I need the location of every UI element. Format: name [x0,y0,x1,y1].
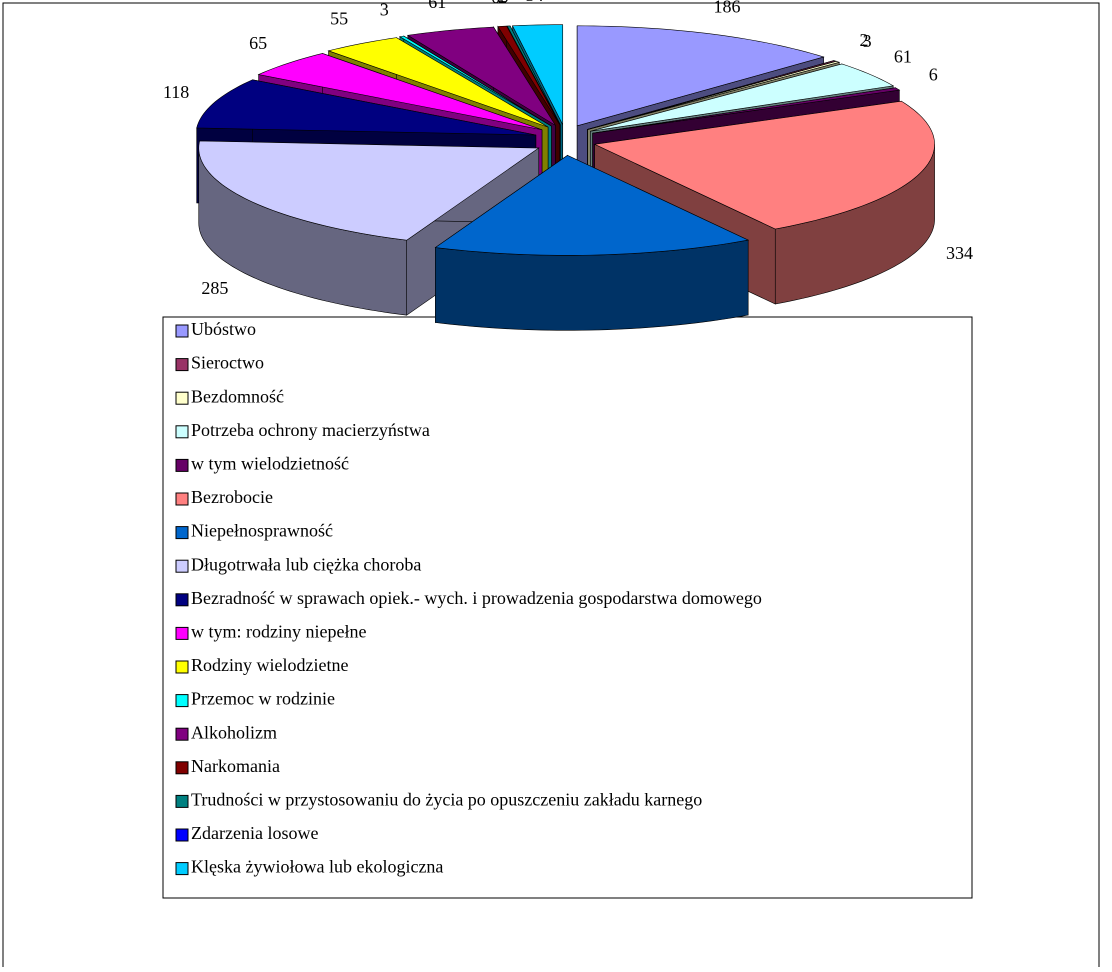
data-label: 0 [500,0,509,6]
slice-top [196,79,536,136]
legend-label: w tym: rodziny niepełne [191,622,366,642]
legend-swatch [175,862,189,876]
data-label: 2 [498,0,507,6]
legend-swatch [175,828,189,842]
slice-top [506,25,561,125]
legend: Ubóstwo Sieroctwo Bezdomność Potrzeba ochro… [175,319,762,877]
slice-top [592,87,901,134]
legend-swatch [175,727,189,741]
legend-label: Długotrwała lub ciężka choroba [191,554,421,574]
legend-label: Narkomania [191,756,280,776]
slice-top [593,100,935,230]
legend-swatch [175,526,189,540]
legend-swatch [175,458,189,472]
slice-top [398,35,552,127]
legend-label: w tym wielodzietność [191,454,349,474]
data-label: 3 [863,31,872,51]
legend-label: Sieroctwo [191,353,264,373]
data-label: 55 [330,8,348,28]
legend-label: Potrzeba ochrony macierzyństwa [191,420,430,440]
legend-box [162,316,973,899]
slice-top [406,26,556,126]
legend-label: Bezradność w sprawach opiek.- wych. i pr… [191,588,762,608]
data-label: 34 [526,0,544,5]
legend-swatch [175,324,189,338]
legend-label: Niepełnosprawność [191,521,333,541]
slice-top [587,61,841,130]
legend-label: Ubóstwo [191,319,256,339]
slice-top [257,53,543,131]
slice-top [590,63,895,132]
legend-swatch [175,694,189,708]
legend-label: Bezrobocie [191,487,273,507]
legend-swatch [175,794,189,808]
slice-top [198,140,540,241]
legend-swatch [175,391,189,405]
pie: 34026611863552365616118334285 [163,0,973,331]
legend-swatch [175,559,189,573]
legend-label: Zdarzenia losowe [191,823,318,843]
legend-swatch [175,358,189,372]
data-label: 285 [201,278,228,298]
data-label: 118 [163,82,189,102]
data-label: 61 [428,0,446,12]
slice-top [512,24,564,125]
data-label: 3 [380,0,389,19]
data-label: 6 [491,0,500,7]
legend-swatch [175,593,189,607]
legend-label: Bezdomność [191,386,284,406]
legend-swatch [175,492,189,506]
slice-top [576,25,825,127]
legend-label: Rodziny wielodzietne [191,655,348,675]
legend-swatch [175,761,189,775]
data-label: 65 [249,33,267,53]
slice-top [497,25,561,125]
data-label: 2 [860,30,869,50]
legend-label: Alkoholizm [191,722,277,742]
legend-label: Trudności w przystosowaniu do życia po o… [191,790,702,810]
slice-top [327,37,549,128]
slice-top [434,155,750,256]
pie-slice [434,154,750,331]
data-label: 334 [946,243,973,263]
legend-label: Przemoc w rodzinie [191,689,335,709]
data-label: 186 [714,0,741,16]
data-label: 6 [929,65,938,85]
legend-swatch [175,425,189,439]
data-label: 61 [894,47,912,67]
legend-swatch [175,626,189,640]
legend-swatch [175,660,189,674]
legend-label: Klęska żywiołowa lub ekologiczna [191,857,443,877]
